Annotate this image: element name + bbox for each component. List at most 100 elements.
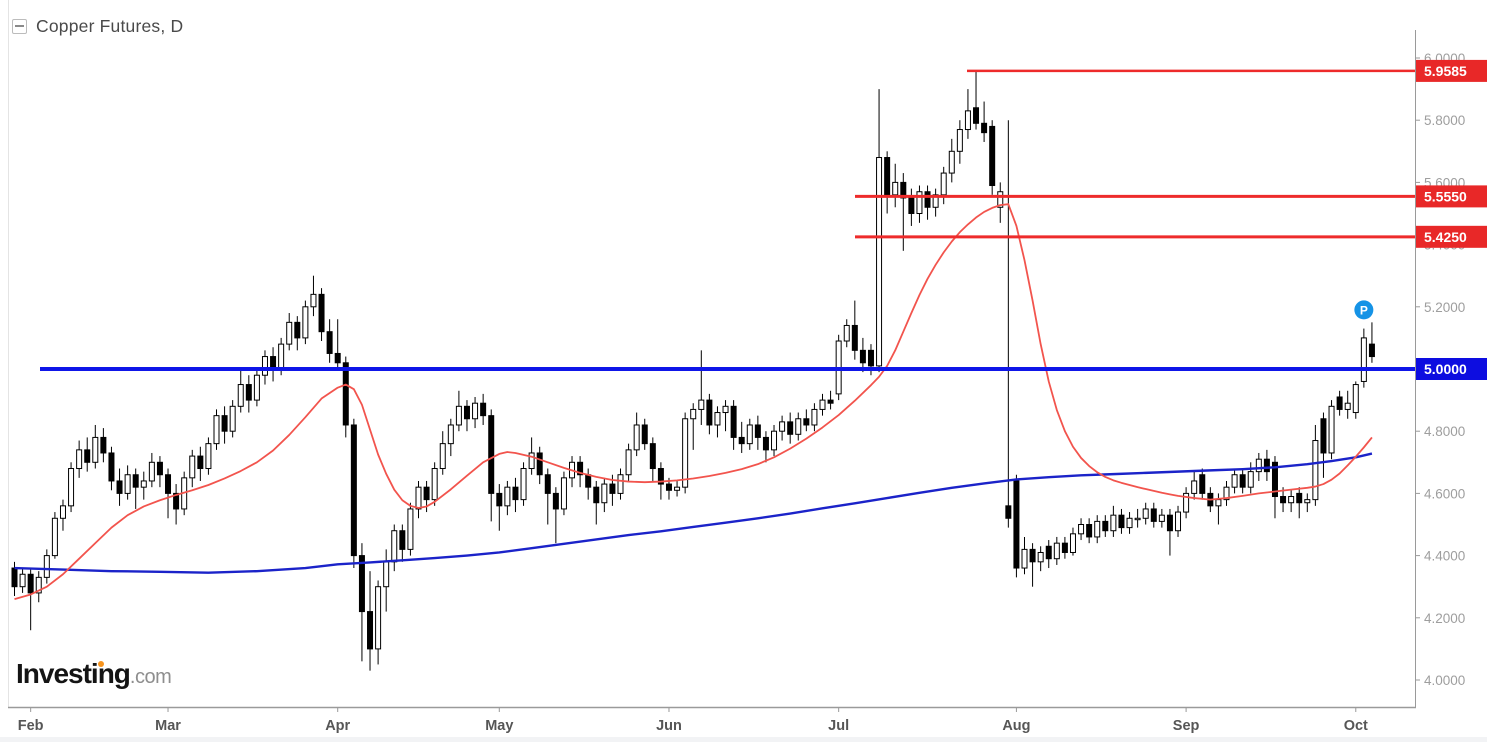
x-axis-month-label: Feb	[18, 718, 44, 734]
candle-up	[528, 452, 535, 470]
candle-down	[851, 324, 858, 351]
price-axis-badge-5.9585[interactable]: 5.9585	[1416, 59, 1487, 82]
x-axis-month-label: May	[485, 718, 513, 734]
candle-up	[229, 405, 236, 432]
position-marker[interactable]: P	[1354, 300, 1374, 320]
price-badge-label: 5.5550	[1424, 188, 1467, 204]
candle-up	[674, 486, 681, 491]
candle-up	[997, 191, 1004, 208]
collapse-chart-icon[interactable]	[12, 19, 27, 34]
candle-down	[334, 352, 341, 364]
price-axis-badge-5.4250[interactable]: 5.4250	[1416, 225, 1487, 248]
ma-fast-red-line[interactable]	[14, 203, 1373, 601]
candle-up	[779, 421, 786, 432]
candle-down	[803, 418, 810, 426]
candle-down	[221, 415, 228, 432]
candle-up	[690, 408, 697, 420]
candle-up	[237, 384, 244, 407]
candle-down	[173, 492, 180, 510]
candle-up	[1134, 517, 1141, 521]
x-axis-month-label: Oct	[1344, 718, 1368, 734]
price-badge-label: 5.4250	[1424, 229, 1467, 245]
candle-down	[609, 483, 616, 494]
candle-down	[326, 331, 333, 354]
candle-down	[900, 181, 907, 199]
price-axis-badge-5.5550[interactable]: 5.5550	[1416, 185, 1487, 208]
x-axis-month-label: Apr	[325, 718, 350, 734]
candle-up	[472, 402, 479, 420]
candle-up	[253, 374, 260, 401]
candle-down	[318, 293, 325, 333]
candle-up	[722, 405, 729, 414]
candle-up	[286, 321, 293, 345]
x-axis-month-label: Aug	[1002, 718, 1030, 734]
candle-up	[35, 576, 42, 594]
candle-down	[496, 492, 503, 507]
candle-up	[407, 508, 414, 550]
candle-down	[1239, 474, 1246, 488]
ma-slow-blue-line[interactable]	[14, 452, 1373, 574]
candle-up	[1021, 548, 1028, 569]
candle-down	[706, 399, 713, 426]
candle-up	[1191, 480, 1198, 494]
candle-up	[504, 486, 511, 507]
x-axis-month-label: Jul	[828, 718, 849, 734]
candle-down	[480, 402, 487, 417]
chart-legend: Copper Futures, D	[12, 16, 183, 37]
candle-down	[657, 468, 664, 485]
price-axis-badge-5.0000[interactable]: 5.0000	[1416, 358, 1487, 380]
investing-logo: Investing .com	[16, 658, 172, 690]
candle-down	[665, 483, 672, 491]
candle-up	[1069, 533, 1076, 553]
candle-down	[1296, 492, 1303, 504]
candle-up	[560, 477, 567, 510]
candle-down	[108, 452, 115, 482]
candle-down	[27, 573, 34, 594]
candle-down	[1086, 524, 1093, 538]
y-axis-tick-label: 5.8000	[1424, 113, 1465, 128]
candle-up	[455, 405, 462, 426]
candle-down	[350, 424, 357, 557]
candle-down	[1045, 545, 1052, 560]
candle-up	[375, 586, 382, 650]
candle-up	[811, 408, 818, 426]
candle-down	[1320, 418, 1327, 454]
candle-down	[1199, 474, 1206, 494]
candle-up	[1312, 440, 1319, 501]
price-badge-label: 5.9585	[1424, 63, 1467, 79]
candle-up	[964, 110, 971, 131]
candle-down	[973, 107, 980, 124]
candle-up	[59, 505, 66, 519]
position-marker-circle	[1354, 300, 1374, 320]
candle-up	[843, 324, 850, 342]
candle-down	[423, 486, 430, 501]
candle-up	[1053, 542, 1060, 560]
candle-down	[762, 436, 769, 451]
candle-up	[932, 194, 939, 208]
candle-down	[585, 474, 592, 488]
candle-up	[148, 461, 155, 482]
candle-up	[698, 399, 705, 410]
candle-down	[754, 424, 761, 438]
y-axis-tick-label: 4.8000	[1424, 424, 1465, 439]
candle-down	[100, 436, 107, 454]
candle-up	[431, 468, 438, 501]
candle-down	[1102, 520, 1109, 532]
candle-up	[51, 517, 58, 557]
candle-down	[1166, 514, 1173, 532]
candle-up	[1175, 511, 1182, 532]
candle-down	[1029, 548, 1036, 563]
candle-down	[544, 474, 551, 494]
candle-up	[76, 449, 83, 470]
candle-down	[84, 449, 91, 463]
x-axis-month-label: Sep	[1173, 718, 1200, 734]
x-axis-month-label: Mar	[155, 718, 181, 734]
logo-orange-dot	[98, 660, 104, 667]
candle-down	[1013, 480, 1020, 569]
candle-up	[302, 306, 309, 339]
candle-down	[924, 191, 931, 208]
candle-up	[940, 172, 947, 196]
candle-up	[415, 486, 422, 510]
